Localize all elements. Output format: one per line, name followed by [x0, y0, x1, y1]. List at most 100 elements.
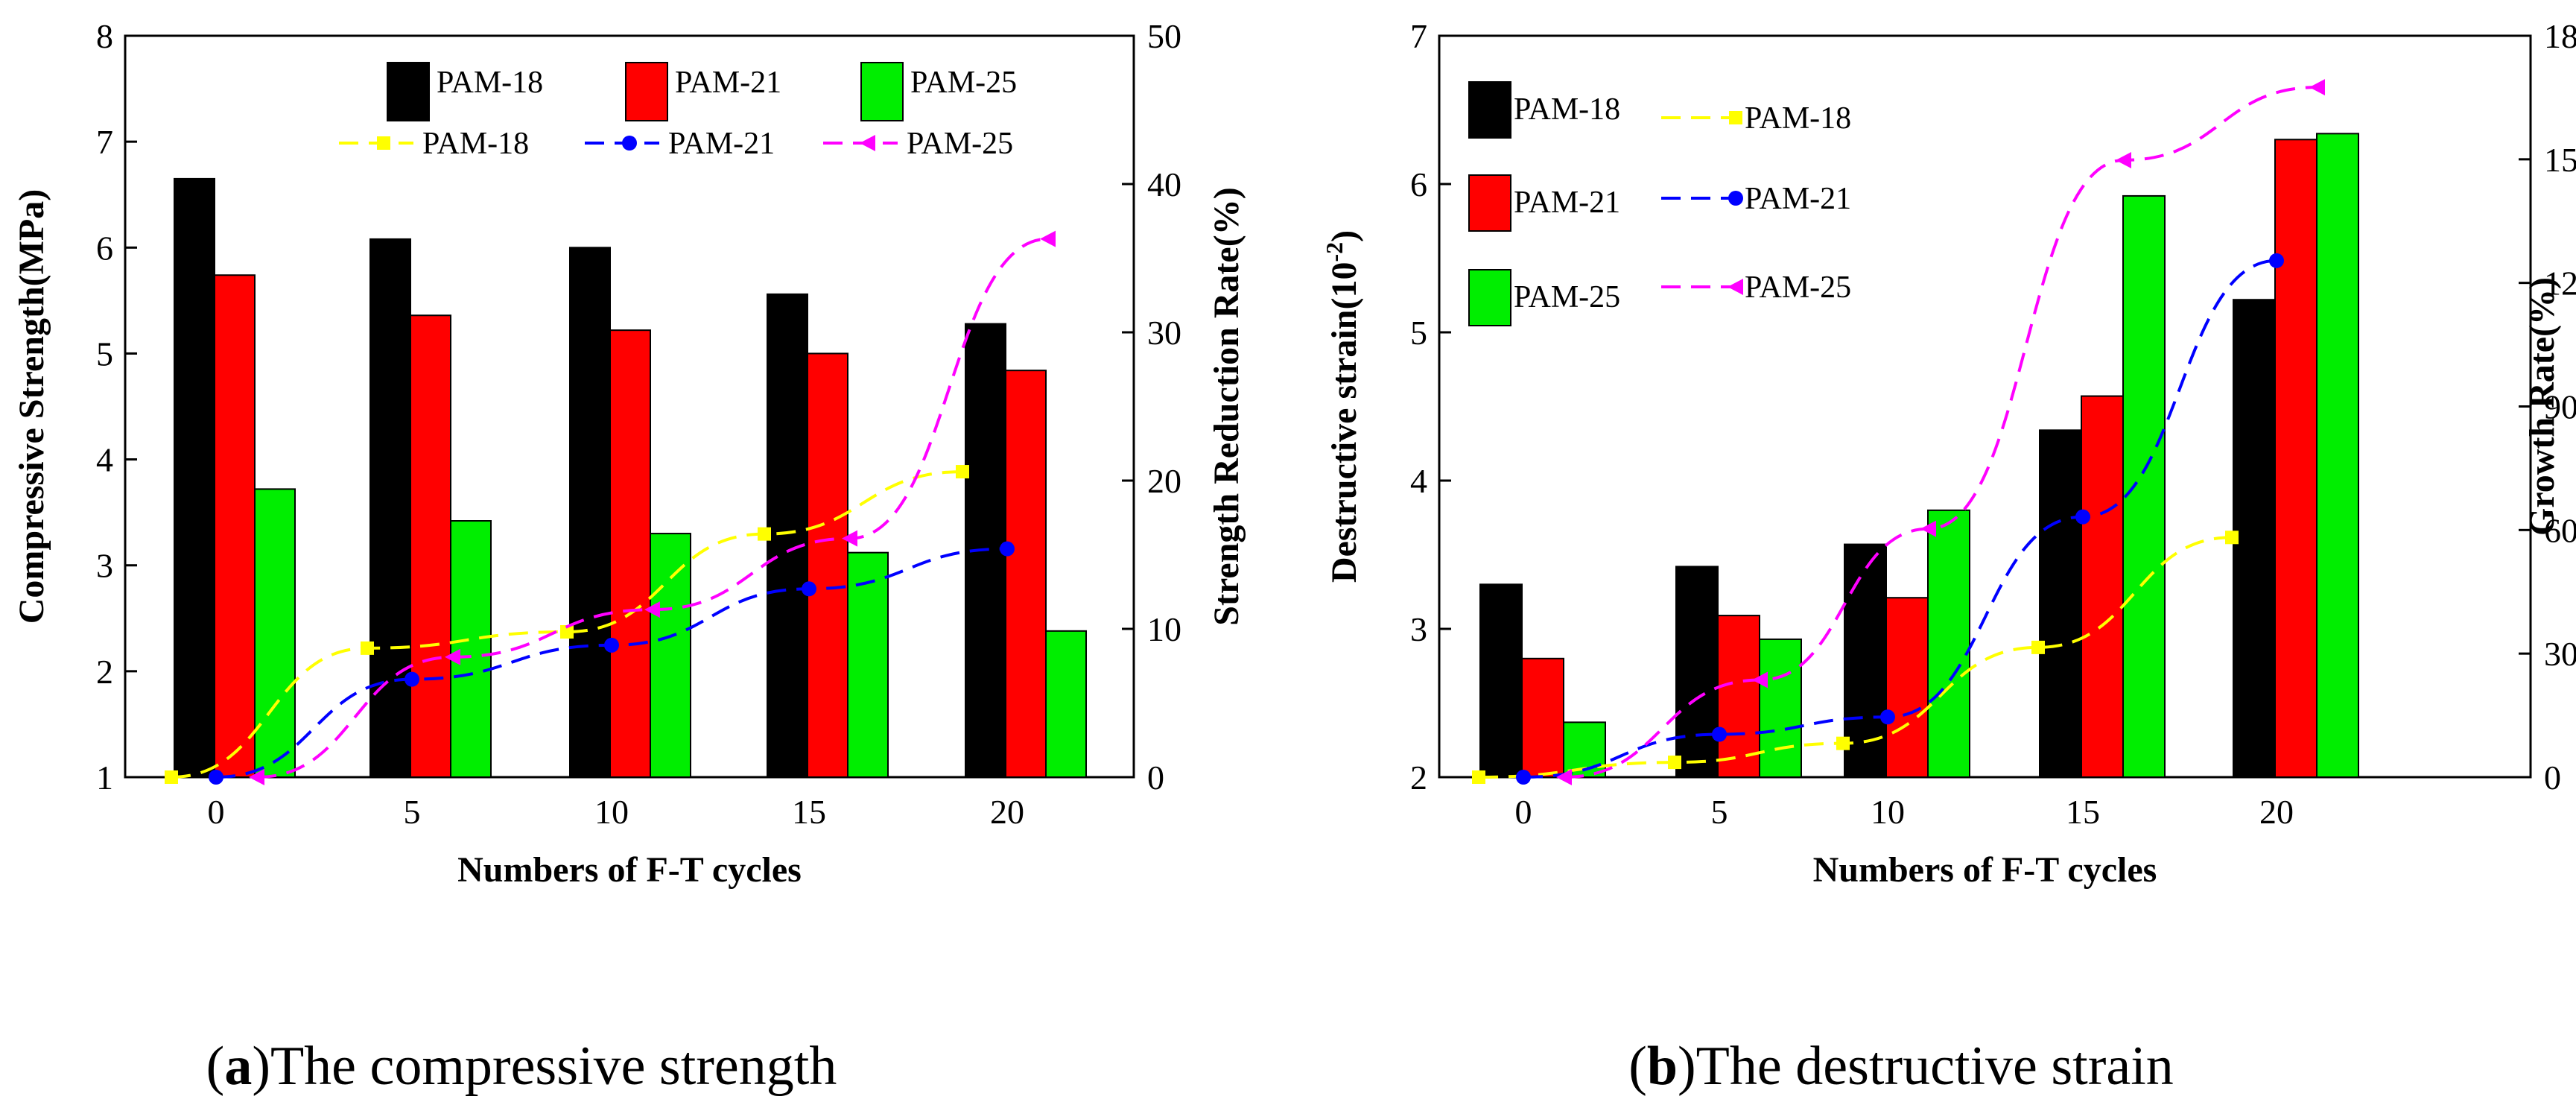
bar-pam-25-20	[2316, 133, 2359, 778]
legend-bar-label: PAM-18	[1514, 92, 1620, 127]
point-pam-21-20	[2269, 253, 2284, 268]
right-tick-label: 30	[1147, 314, 1181, 352]
right-tick-label: 150	[2544, 141, 2576, 179]
line-pam-18	[1478, 536, 2233, 779]
y-axis-title-right: Strength Reduction Rate(%)	[1207, 187, 1246, 625]
x-tick-label: 5	[1711, 793, 1728, 831]
bar-pam-25-10	[650, 533, 691, 778]
bar-pam-18-5	[1675, 566, 1719, 778]
left-tick-label: 2	[1410, 759, 1427, 797]
bar-pam-21-15	[807, 352, 848, 778]
x-axis-title: Numbers of F-T cycles	[1813, 850, 2157, 890]
legend-marker	[622, 136, 637, 151]
y-axis-title-right: Growth Rate(%)	[2522, 277, 2562, 536]
point-pam-25-5	[1752, 671, 1768, 688]
point-pam-18-20	[2225, 531, 2239, 545]
point-pam-25-5	[445, 648, 460, 665]
legend-line-label: PAM-18	[422, 127, 529, 161]
legend-bar-pam-18	[1468, 81, 1511, 139]
chart-a: 1 2 3 4 5 6 7 8 0 10 20 30 40 50 0 5 10 15 20 Numbers of F-…	[12, 17, 1246, 890]
point-pam-18-10	[560, 624, 574, 639]
right-tick-label: 50	[1147, 17, 1181, 55]
legend-line-label: PAM-18	[1745, 101, 1851, 136]
bar-pam-18-0	[1479, 583, 1523, 778]
x-tick-label: 20	[2259, 793, 2294, 831]
point-pam-21-5	[405, 671, 419, 687]
left-tick-label: 6	[1410, 165, 1427, 203]
legend-line-label: PAM-25	[907, 127, 1013, 161]
chart-b: 2 3 4 5 6 7 0 30 60 90 120 150 180 0 5 10 15 20 Numbers of…	[1321, 17, 2576, 890]
x-tick-label: 10	[1871, 793, 1905, 831]
point-pam-18-10	[1836, 736, 1850, 750]
point-pam-18-0	[165, 770, 178, 784]
point-pam-18-5	[1668, 756, 1681, 770]
bar-pam-21-5	[1717, 615, 1760, 779]
left-tick-label: 5	[1410, 314, 1427, 352]
bar-pam-25-10	[1927, 509, 1970, 778]
point-pam-18-15	[2031, 640, 2045, 654]
bar-pam-25-15	[847, 551, 889, 779]
point-pam-25-10	[1920, 520, 1936, 537]
bar-pam-21-15	[2081, 395, 2124, 778]
left-tick-label: 7	[96, 123, 113, 161]
line-pam-25	[1564, 86, 2318, 779]
line-pam-25	[256, 237, 1049, 779]
point-pam-25-20	[1040, 230, 1056, 247]
left-tick-label: 3	[96, 547, 113, 585]
point-pam-18-15	[758, 527, 771, 541]
legend-marker	[1728, 279, 1743, 295]
left-tick-label: 8	[96, 17, 113, 55]
bar-pam-18-10	[569, 247, 611, 778]
legend-line-label: PAM-25	[1745, 270, 1851, 305]
x-tick-label: 0	[208, 793, 225, 831]
legend: PAM-18 PAM-21 PAM-25 PAM-18 PAM-21 PAM-25	[339, 62, 1017, 161]
right-tick-label: 10	[1147, 610, 1181, 648]
bar-pam-21-10	[1885, 597, 1929, 779]
legend-marker	[1728, 191, 1743, 206]
bar-pam-18-20	[2233, 299, 2276, 779]
right-tick-label: 30	[2544, 635, 2576, 673]
bar-pam-21-5	[410, 314, 451, 778]
legend-bar-pam-25	[1468, 269, 1511, 326]
caption-b: (b)The destructive strain	[1628, 1036, 2174, 1097]
left-tick-label: 2	[96, 653, 113, 691]
legend: PAM-18 PAM-21 PAM-25 PAM-18 PAM-21 PAM-25	[1468, 81, 1851, 326]
legend-bar-label: PAM-21	[675, 66, 781, 100]
point-pam-21-10	[1880, 709, 1895, 725]
bar-pam-18-0	[174, 177, 215, 778]
bar-pam-21-0	[214, 274, 256, 778]
left-tick-label: 5	[96, 335, 113, 373]
left-tick-label: 1	[96, 759, 113, 797]
x-tick-label: 0	[1515, 793, 1532, 831]
bar-pam-18-5	[369, 238, 411, 778]
legend-bar-pam-18	[387, 62, 430, 121]
legend-marker	[377, 136, 390, 150]
x-tick-label: 15	[792, 793, 826, 831]
legend-marker	[1729, 111, 1742, 124]
point-pam-21-0	[209, 770, 223, 785]
bar-pam-18-15	[2039, 429, 2082, 779]
line-pam-21	[1523, 259, 2277, 779]
x-tick-label: 20	[990, 793, 1024, 831]
legend-bar-label: PAM-25	[1514, 280, 1620, 314]
bar-pam-21-0	[1521, 657, 1564, 778]
bar-pam-18-15	[767, 293, 808, 779]
left-tick-label: 4	[96, 441, 113, 479]
bar-pam-21-20	[2274, 139, 2318, 779]
point-pam-25-15	[842, 530, 857, 547]
x-axis-title: Numbers of F-T cycles	[457, 850, 802, 890]
left-tick-label: 6	[96, 229, 113, 267]
point-pam-21-10	[604, 637, 619, 653]
legend-bar-pam-25	[860, 62, 904, 121]
legend-line-label: PAM-21	[1745, 182, 1851, 216]
legend-bar-label: PAM-21	[1514, 186, 1620, 220]
left-tick-label: 4	[1410, 462, 1427, 500]
point-pam-18-20	[956, 465, 969, 479]
right-tick-label: 180	[2544, 17, 2576, 55]
point-pam-25-20	[2309, 79, 2325, 96]
point-pam-18-0	[1472, 770, 1485, 784]
legend-marker	[860, 135, 875, 151]
left-tick-label: 3	[1410, 610, 1427, 648]
legend-bar-label: PAM-18	[437, 66, 543, 100]
